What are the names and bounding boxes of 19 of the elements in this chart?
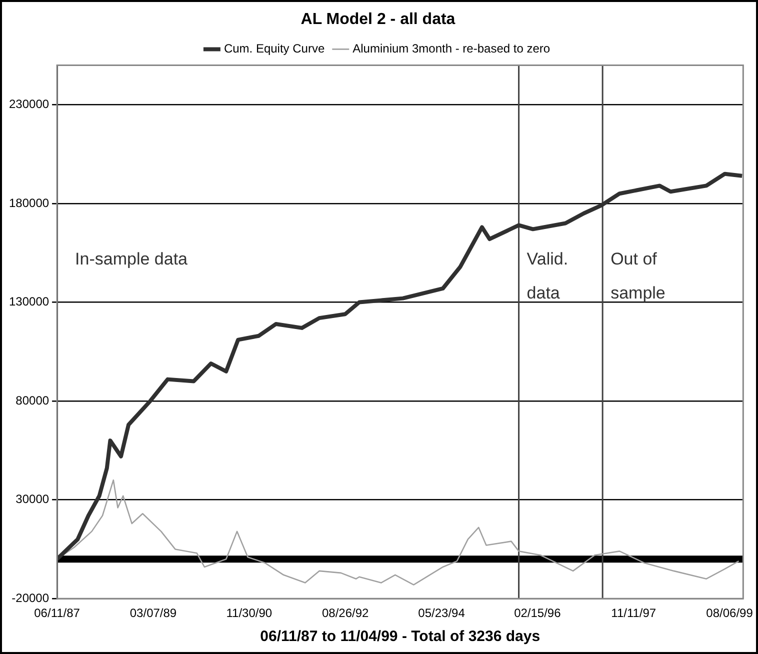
x-tick-label: 11/30/90 xyxy=(226,606,272,620)
annotation: Valid. data xyxy=(526,250,568,303)
y-tick-label: 230000 xyxy=(8,97,50,112)
x-tick-label: 06/11/87 xyxy=(34,606,80,620)
x-tick-label: 03/07/89 xyxy=(130,606,177,620)
y-tick-label: 30000 xyxy=(16,492,50,506)
annotation: Out of sample xyxy=(610,250,666,303)
x-tick-label: 05/23/94 xyxy=(418,606,466,620)
x-tick-label: 11/11/97 xyxy=(611,606,656,620)
annotation: In-sample data xyxy=(75,250,188,269)
y-tick-label: -20000 xyxy=(12,590,50,605)
x-tick-label: 02/15/96 xyxy=(514,606,562,620)
legend-label: Cum. Equity Curve xyxy=(224,42,325,56)
y-tick-label: 180000 xyxy=(8,196,50,210)
x-tick-label: 08/26/92 xyxy=(322,606,370,620)
y-tick-label: 130000 xyxy=(8,294,50,309)
x-tick-label: 08/06/99 xyxy=(706,606,754,620)
y-tick-label: 80000 xyxy=(16,393,50,408)
chart-title: AL Model 2 - all data xyxy=(300,11,456,28)
